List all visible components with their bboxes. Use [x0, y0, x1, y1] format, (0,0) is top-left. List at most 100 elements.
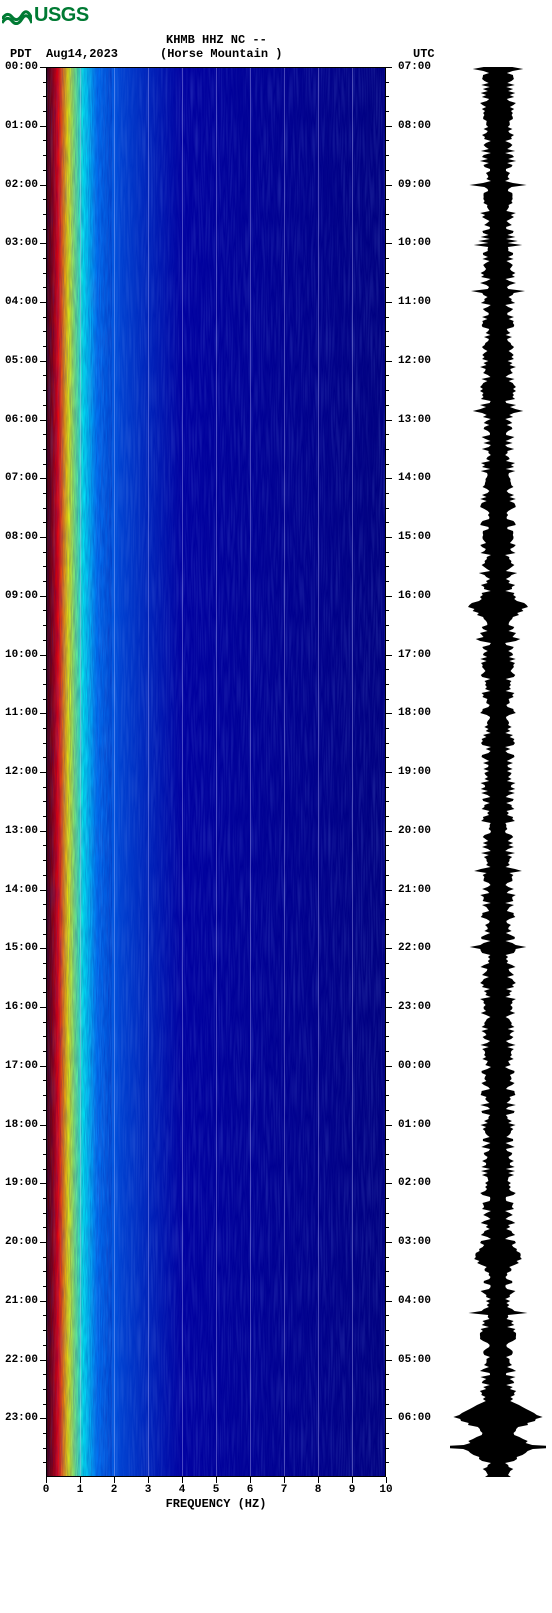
xtick	[318, 1477, 319, 1483]
usgs-logo-text: USGS	[34, 4, 89, 27]
ytick-left	[40, 1066, 46, 1067]
header-date: Aug14,2023	[46, 47, 118, 61]
ylabel-right: 04:00	[398, 1295, 431, 1307]
ylabel-right: 12:00	[398, 355, 431, 367]
xlabel-tick: 0	[43, 1484, 50, 1496]
xlabel-tick: 7	[281, 1484, 288, 1496]
xlabel-tick: 9	[349, 1484, 356, 1496]
ylabel-left: 05:00	[0, 355, 38, 367]
ytick-left	[40, 126, 46, 127]
ytick-right	[386, 596, 392, 597]
plot-header: PDT Aug14,2023 KHMB HHZ NC -- (Horse Mou…	[0, 27, 552, 67]
header-station-code: KHMB HHZ NC --	[166, 33, 267, 47]
usgs-wave-icon	[2, 7, 32, 25]
ytick-right	[386, 655, 392, 656]
ylabel-left: 01:00	[0, 120, 38, 132]
xlabel-tick: 6	[247, 1484, 254, 1496]
ytick-right	[386, 537, 392, 538]
xtick	[46, 1477, 47, 1483]
ylabel-left: 02:00	[0, 179, 38, 191]
ytick-right	[386, 302, 392, 303]
ytick-left	[40, 655, 46, 656]
xtick	[182, 1477, 183, 1483]
ytick-left	[40, 478, 46, 479]
ytick-right	[386, 1007, 392, 1008]
ylabel-left: 00:00	[0, 61, 38, 73]
ytick-right	[386, 361, 392, 362]
ylabel-right: 08:00	[398, 120, 431, 132]
header-station-name: (Horse Mountain )	[160, 47, 282, 61]
xlabel-tick: 5	[213, 1484, 220, 1496]
ytick-left	[40, 713, 46, 714]
xtick	[148, 1477, 149, 1483]
ytick-left	[40, 948, 46, 949]
ytick-right	[386, 126, 392, 127]
ytick-left	[40, 361, 46, 362]
plot-area: 00:0007:0001:0008:0002:0009:0003:0010:00…	[0, 67, 552, 1507]
waveform-trace	[450, 67, 546, 1477]
xtick	[250, 1477, 251, 1483]
xtick	[386, 1477, 387, 1483]
ylabel-right: 16:00	[398, 590, 431, 602]
ytick-left	[40, 1418, 46, 1419]
xlabel-tick: 2	[111, 1484, 118, 1496]
ytick-left	[40, 420, 46, 421]
ytick-left	[40, 1301, 46, 1302]
ylabel-right: 13:00	[398, 414, 431, 426]
ytick-right	[386, 420, 392, 421]
gridline	[114, 67, 115, 1477]
gridline	[318, 67, 319, 1477]
ylabel-left: 14:00	[0, 884, 38, 896]
ylabel-right: 07:00	[398, 61, 431, 73]
ylabel-left: 04:00	[0, 296, 38, 308]
ylabel-left: 20:00	[0, 1236, 38, 1248]
xtick	[352, 1477, 353, 1483]
ytick-right	[386, 1418, 392, 1419]
gridline	[182, 67, 183, 1477]
ylabel-left: 19:00	[0, 1177, 38, 1189]
ytick-right	[386, 478, 392, 479]
ylabel-left: 15:00	[0, 942, 38, 954]
xlabel-tick: 8	[315, 1484, 322, 1496]
ytick-left	[40, 1007, 46, 1008]
ytick-left	[40, 1183, 46, 1184]
ytick-left	[40, 67, 46, 68]
ytick-left	[40, 1360, 46, 1361]
ylabel-right: 20:00	[398, 825, 431, 837]
ylabel-right: 19:00	[398, 766, 431, 778]
ytick-left	[40, 243, 46, 244]
ylabel-right: 15:00	[398, 531, 431, 543]
xtick	[80, 1477, 81, 1483]
xlabel-tick: 3	[145, 1484, 152, 1496]
ylabel-left: 08:00	[0, 531, 38, 543]
ylabel-left: 23:00	[0, 1412, 38, 1424]
xtick	[114, 1477, 115, 1483]
x-axis-label: FREQUENCY (HZ)	[166, 1497, 267, 1511]
ylabel-left: 16:00	[0, 1001, 38, 1013]
ylabel-right: 22:00	[398, 942, 431, 954]
ytick-left	[40, 185, 46, 186]
ylabel-right: 02:00	[398, 1177, 431, 1189]
ylabel-left: 18:00	[0, 1119, 38, 1131]
gridline	[352, 67, 353, 1477]
header-utc-label: UTC	[413, 47, 435, 61]
ylabel-right: 18:00	[398, 707, 431, 719]
ylabel-left: 09:00	[0, 590, 38, 602]
ylabel-left: 12:00	[0, 766, 38, 778]
ytick-right	[386, 1360, 392, 1361]
ylabel-right: 09:00	[398, 179, 431, 191]
gridline	[148, 67, 149, 1477]
ytick-right	[386, 831, 392, 832]
gridline	[216, 67, 217, 1477]
ylabel-left: 10:00	[0, 649, 38, 661]
ytick-right	[386, 890, 392, 891]
ylabel-left: 13:00	[0, 825, 38, 837]
ylabel-right: 17:00	[398, 649, 431, 661]
ylabel-left: 06:00	[0, 414, 38, 426]
ylabel-right: 10:00	[398, 237, 431, 249]
ytick-right	[386, 1125, 392, 1126]
ylabel-left: 11:00	[0, 707, 38, 719]
ytick-left	[40, 772, 46, 773]
ytick-right	[386, 1301, 392, 1302]
ytick-left	[40, 831, 46, 832]
